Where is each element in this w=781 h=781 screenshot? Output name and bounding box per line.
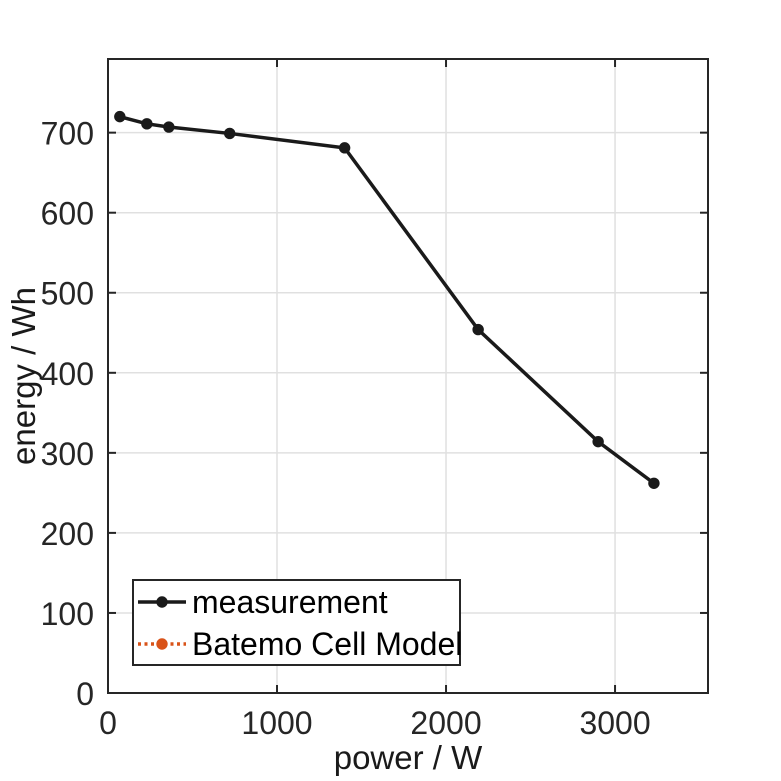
- series-line: [119, 114, 655, 485]
- series-marker: [472, 323, 484, 336]
- legend-line-sample-measurement: [138, 595, 186, 608]
- series-marker: [223, 127, 236, 140]
- legend-label: measurement: [192, 583, 388, 620]
- y-tick-label: 600: [41, 196, 94, 232]
- x-tick-label: 0: [99, 705, 117, 741]
- legend-line-sample-batemo-cell-model: [138, 637, 186, 650]
- legend-label: Batemo Cell Model: [192, 625, 463, 662]
- y-tick-label: 300: [41, 436, 94, 472]
- series-marker: [163, 121, 175, 133]
- legend-item-batemo-cell-model: Batemo Cell Model: [138, 623, 463, 665]
- series-marker: [592, 435, 604, 448]
- x-tick-label: 1000: [241, 705, 312, 741]
- axes-box: [107, 58, 709, 694]
- series-marker: [141, 118, 153, 130]
- legend-sample-marker: [156, 637, 168, 650]
- y-tick-label: 400: [41, 356, 94, 392]
- y-tick-label: 700: [41, 116, 94, 152]
- y-axis-label: energy / Wh: [5, 287, 42, 465]
- legend-item-measurement: measurement: [138, 581, 459, 623]
- y-tick-label: 100: [41, 596, 94, 632]
- series-marker: [648, 477, 660, 489]
- legend: measurement Batemo Cell Model: [132, 579, 463, 666]
- y-tick-label: 0: [76, 676, 94, 712]
- x-tick-label: 2000: [410, 705, 481, 741]
- series-marker: [114, 110, 126, 123]
- x-axis-label: power / W: [333, 739, 483, 776]
- y-tick-label: 500: [41, 276, 94, 312]
- legend-sample-marker: [156, 595, 168, 608]
- x-tick-label: 3000: [579, 705, 650, 741]
- series-marker: [338, 142, 351, 154]
- y-tick-label: 200: [41, 516, 94, 552]
